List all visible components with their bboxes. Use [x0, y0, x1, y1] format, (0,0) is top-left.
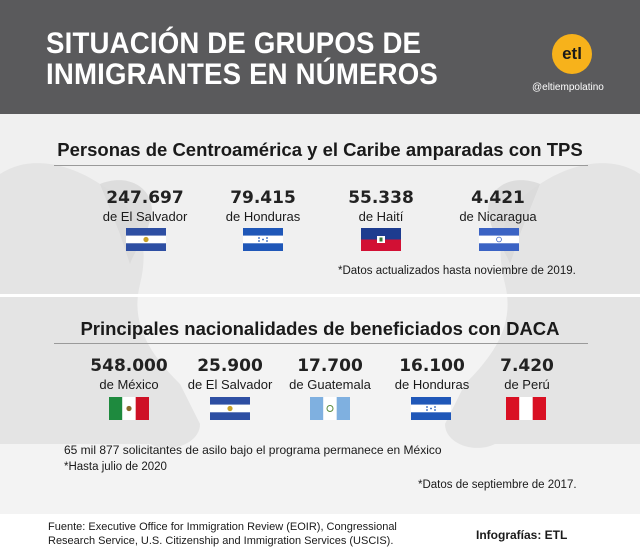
honduras-flag-icon [243, 228, 283, 251]
stat-number: 55.338 [348, 188, 414, 208]
section-separator [0, 294, 640, 297]
daca-stat-mexico: 548.000 de México [64, 356, 194, 393]
stat-number: 25.900 [197, 356, 263, 376]
nicaragua-flag-icon [479, 228, 519, 251]
daca-stat-el-salvador: 25.900 de El Salvador [165, 356, 295, 393]
asylum-note: 65 mil 877 solicitantes de asilo bajo el… [64, 443, 442, 457]
left-hand-shape [0, 163, 200, 448]
stat-number: 16.100 [399, 356, 465, 376]
source-text: Fuente: Executive Office for Immigration… [48, 520, 428, 548]
daca-stat-guatemala: 17.700 de Guatemala [265, 356, 395, 393]
stat-label: de El Salvador [102, 209, 188, 224]
daca-date-note: *Datos de septiembre de 2017. [418, 479, 577, 491]
tps-title-rule [54, 165, 588, 166]
stat-label: de Honduras [225, 209, 301, 224]
header-banner: SITUACIÓN DE GRUPOS DE INMIGRANTES EN NÚ… [0, 0, 640, 114]
tps-stat-honduras: 79.415 de Honduras [198, 188, 328, 225]
tps-stat-haiti: 55.338 de Haití [316, 188, 446, 225]
title-line-2: INMIGRANTES EN NÚMEROS [46, 58, 439, 91]
footer [0, 514, 640, 560]
logo-text: etl [562, 44, 582, 63]
stat-label: de Guatemala [289, 377, 371, 392]
peru-flag-icon [506, 397, 546, 420]
tps-stat-el-salvador: 247.697 de El Salvador [80, 188, 210, 225]
stat-number: 4.421 [471, 188, 525, 208]
page-title: SITUACIÓN DE GRUPOS DE INMIGRANTES EN NÚ… [46, 28, 469, 90]
mexico-flag-icon [109, 397, 149, 420]
daca-stat-honduras: 16.100 de Honduras [367, 356, 497, 393]
stat-label: de México [99, 377, 159, 392]
title-line-1: SITUACIÓN DE GRUPOS DE [46, 27, 422, 60]
stat-number: 17.700 [297, 356, 363, 376]
stat-label: de El Salvador [187, 377, 273, 392]
guatemala-flag-icon [310, 397, 350, 420]
stat-label: de Perú [504, 377, 550, 392]
asylum-date-note: *Hasta julio de 2020 [64, 461, 167, 473]
social-handle: @eltiempolatino [532, 82, 604, 93]
infographic-credit: Infografías: ETL [476, 528, 568, 542]
source-line-1: Fuente: Executive Office for Immigration… [48, 521, 397, 533]
etl-logo: etl [552, 34, 592, 74]
stat-number: 247.697 [106, 188, 184, 208]
el-salvador-flag-icon [126, 228, 166, 251]
daca-stat-peru: 7.420 de Perú [462, 356, 592, 393]
el-salvador-flag-icon [210, 397, 250, 420]
daca-title-rule [54, 343, 588, 344]
stat-label: de Haití [358, 209, 404, 224]
right-hand-shape [445, 163, 640, 448]
stat-label: de Honduras [394, 377, 470, 392]
stat-number: 548.000 [90, 356, 168, 376]
tps-stat-nicaragua: 4.421 de Nicaragua [433, 188, 563, 225]
tps-section-title: Personas de Centroamérica y el Caribe am… [57, 139, 583, 160]
stat-number: 79.415 [230, 188, 296, 208]
daca-section-title: Principales nacionalidades de beneficiad… [80, 318, 560, 339]
honduras-flag-icon [411, 397, 451, 420]
source-line-2: Research Service, U.S. Citizenship and I… [48, 535, 394, 547]
stat-number: 7.420 [500, 356, 554, 376]
stat-label: de Nicaragua [459, 209, 537, 224]
tps-date-note: *Datos actualizados hasta noviembre de 2… [338, 265, 576, 277]
haiti-flag-icon [361, 228, 401, 251]
